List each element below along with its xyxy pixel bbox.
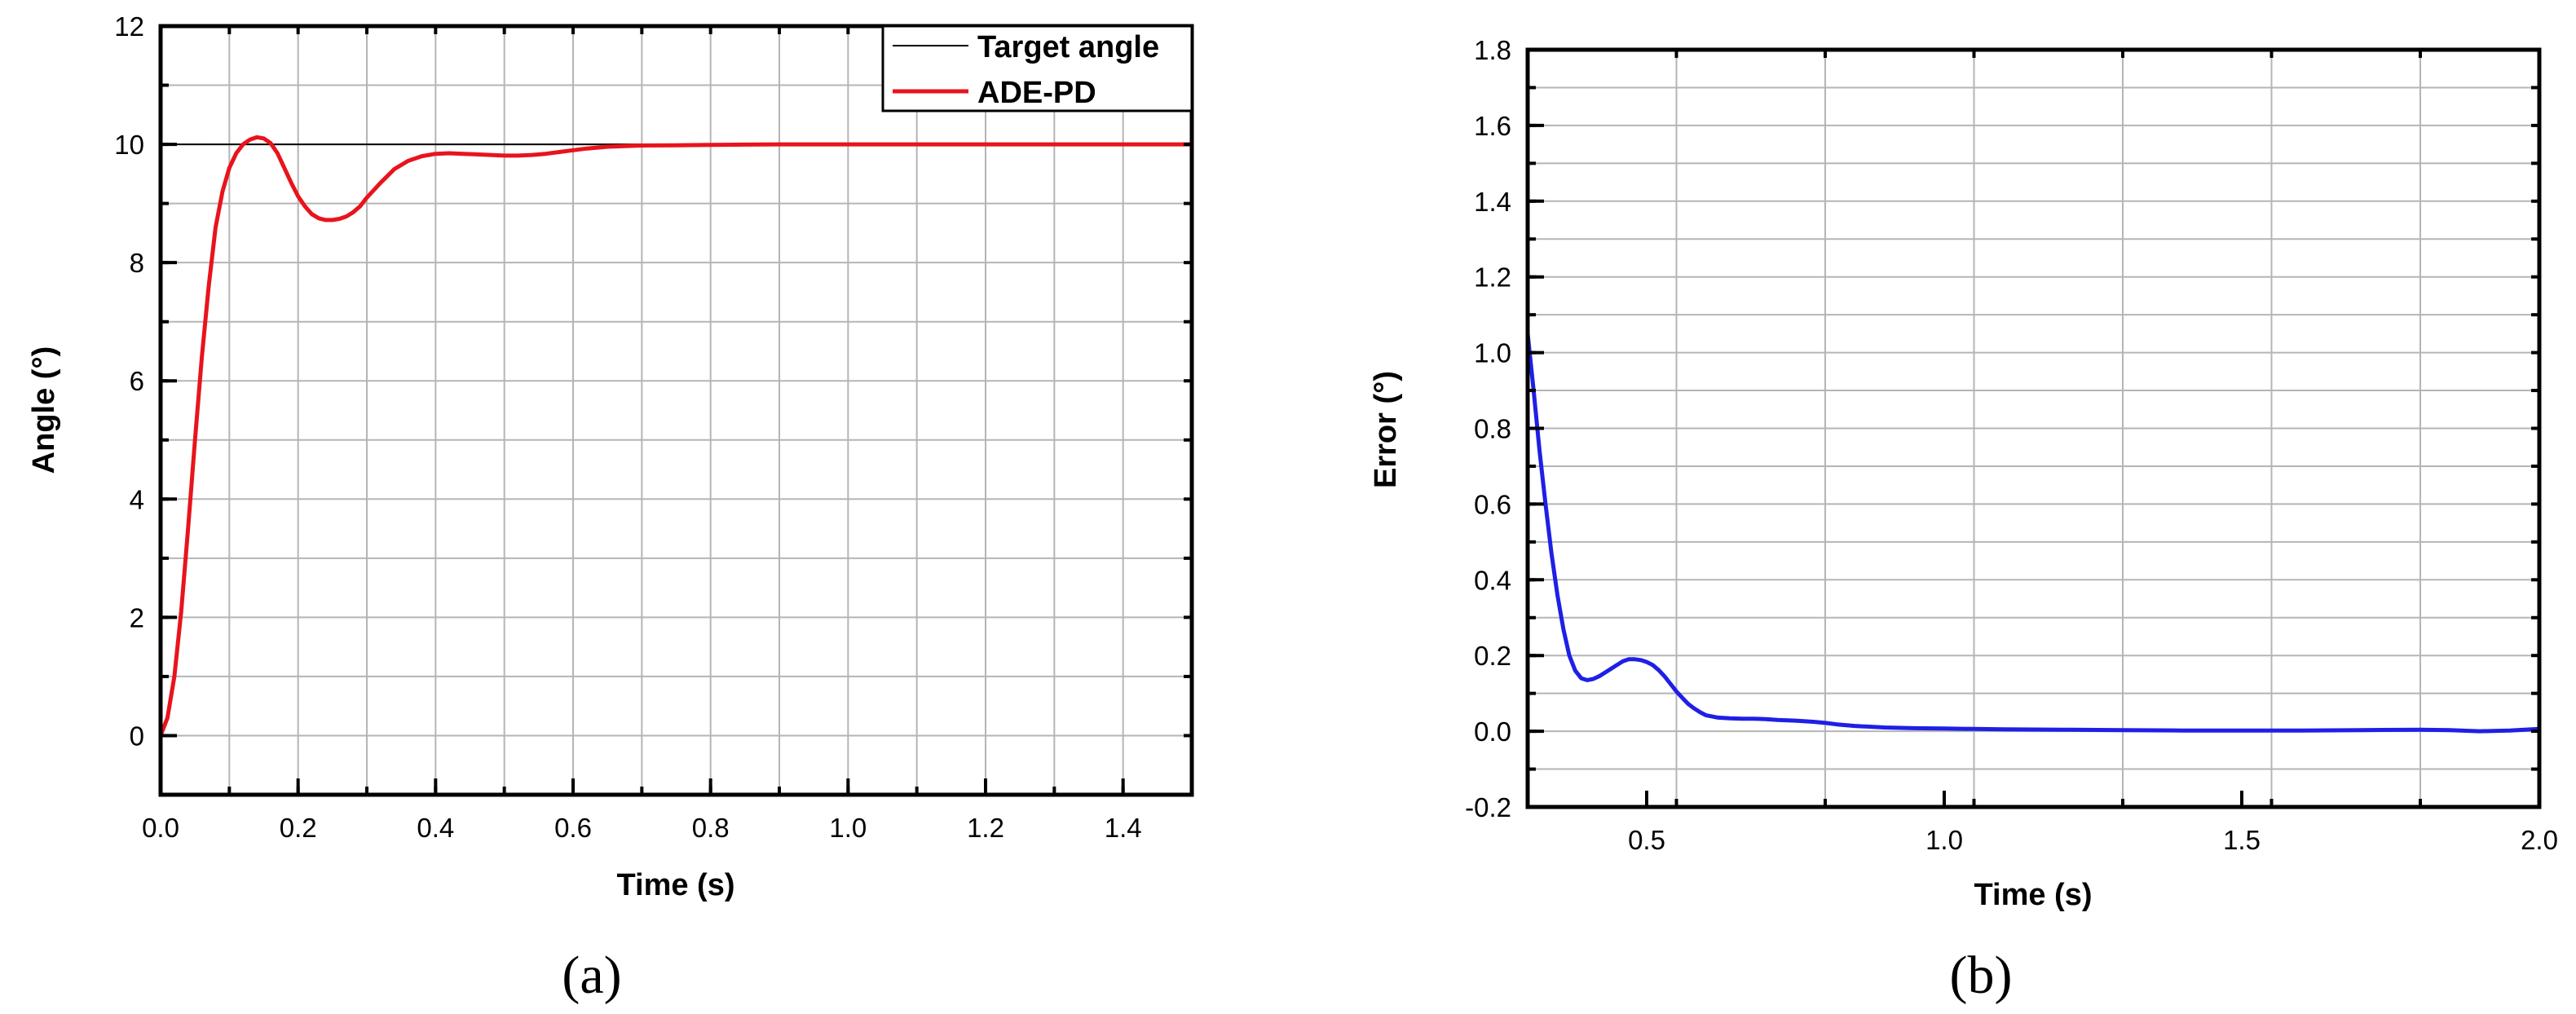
x-tick-label: 1.0: [829, 813, 867, 843]
chart-b-series: [1525, 331, 2542, 734]
y-tick-label: 0.8: [1474, 414, 1511, 444]
x-tick-label: 0.6: [554, 813, 592, 843]
y-tick-label: 1.4: [1474, 187, 1511, 217]
chart-a-y-tick-labels: 0 2 4 6 8 10 12: [114, 11, 144, 751]
y-tick-label: -0.2: [1465, 792, 1511, 822]
legend-label-ade-pd: ADE-PD: [977, 76, 1096, 110]
y-tick-label: 1.8: [1474, 35, 1511, 65]
legend-box: [881, 24, 1193, 112]
legend-label-target-angle: Target angle: [977, 30, 1159, 64]
chart-a-series: [158, 134, 1194, 738]
x-tick-label: 1.5: [2223, 825, 2261, 855]
y-tick-label: 0.0: [1474, 716, 1511, 747]
y-tick-label: 12: [114, 11, 144, 42]
chart-a-caption: (a): [562, 946, 621, 1005]
x-tick-label: 0.8: [692, 813, 730, 843]
x-tick-label: 0.0: [142, 813, 179, 843]
x-tick-label: 2.0: [2521, 825, 2558, 855]
x-tick-label: 0.4: [417, 813, 454, 843]
chart-a: 0.0 0.2 0.4 0.6 0.8 1.0 1.2 1.4 0 2 4 6 8 10 12 Time …: [27, 11, 1194, 1005]
chart-b-ticks: [1526, 48, 2541, 809]
y-tick-label: 1.2: [1474, 262, 1511, 293]
y-tick-label: 1.0: [1474, 338, 1511, 368]
y-tick-label: 8: [130, 248, 144, 278]
y-tick-label: 2: [130, 602, 144, 633]
chart-a-grid: [161, 26, 1192, 795]
y-tick-label: 4: [130, 484, 144, 514]
x-tick-label: 0.2: [280, 813, 317, 843]
x-tick-label: 0.5: [1628, 825, 1665, 855]
chart-a-plot-frame: [158, 24, 1194, 797]
x-tick-label: 1.2: [967, 813, 1004, 843]
y-tick-label: 10: [114, 130, 144, 160]
y-tick-label: 0.6: [1474, 489, 1511, 519]
chart-b-y-tick-labels: -0.2 0.0 0.2 0.4 0.6 0.8 1.0 1.2 1.4 1.6 1.8: [1465, 35, 1511, 822]
series-line-ade-pd: [158, 134, 1194, 738]
chart-b-x-tick-labels: 0.5 1.0 1.5 2.0: [1628, 825, 2558, 855]
chart-b-grid: [1528, 50, 2539, 807]
y-tick-label: 0.2: [1474, 641, 1511, 671]
y-tick-label: 0.4: [1474, 565, 1511, 595]
x-tick-label: 1.0: [1925, 825, 1963, 855]
series-line-error: [1525, 331, 2542, 734]
y-tick-label: 0: [130, 721, 144, 751]
x-tick-label: 1.4: [1105, 813, 1142, 843]
chart-a-ticks: [159, 24, 1193, 796]
y-tick-label: 6: [130, 366, 144, 396]
chart-a-y-axis-title: Angle (°): [27, 346, 61, 474]
chart-b: 0.5 1.0 1.5 2.0 -0.2 0.0 0.2 0.4 0.6 0.8 1.0 1.2 1.…: [1369, 35, 2558, 1005]
chart-a-legend: Target angle ADE-PD: [881, 24, 1193, 112]
chart-b-x-axis-title: Time (s): [1974, 878, 2092, 912]
y-tick-label: 1.6: [1474, 111, 1511, 141]
chart-b-caption: (b): [1950, 946, 2013, 1005]
chart-b-y-axis-title: Error (°): [1369, 371, 1403, 488]
chart-a-x-tick-labels: 0.0 0.2 0.4 0.6 0.8 1.0 1.2 1.4: [142, 813, 1142, 843]
chart-a-x-axis-title: Time (s): [616, 868, 734, 902]
